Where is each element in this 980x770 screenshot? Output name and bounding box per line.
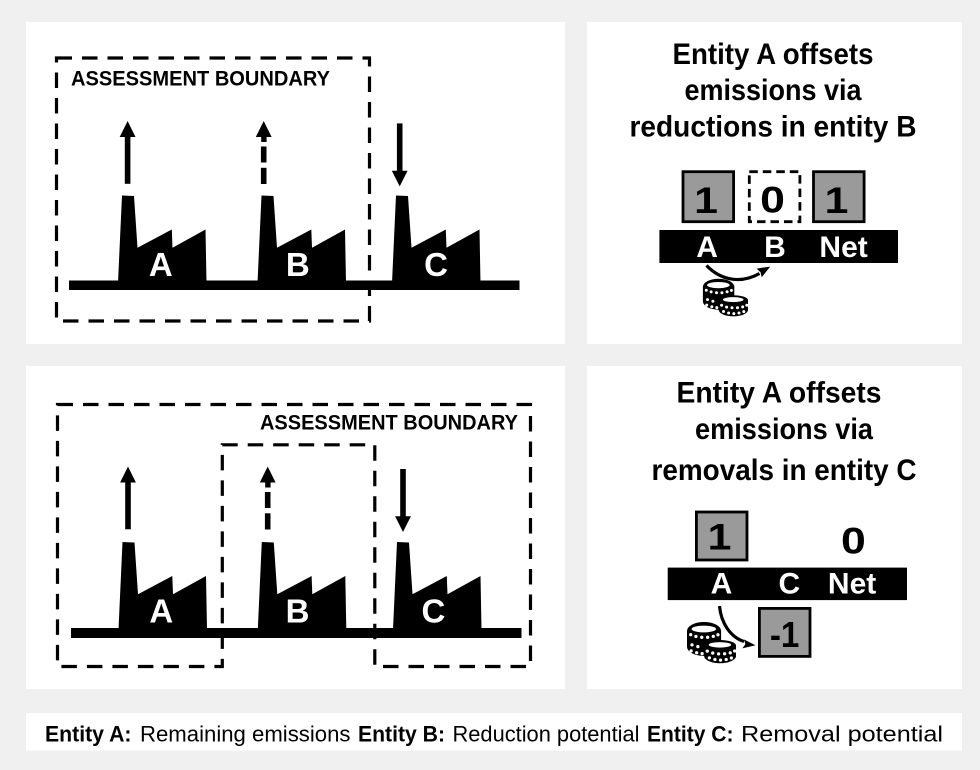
svg-text:emissions via: emissions via — [685, 74, 862, 107]
svg-text:B: B — [764, 231, 786, 264]
svg-text:C: C — [424, 246, 448, 283]
svg-text:Net: Net — [819, 231, 867, 264]
svg-text:0: 0 — [760, 179, 785, 221]
svg-text:A: A — [696, 231, 718, 264]
svg-text:Reduction potential: Reduction potential — [453, 721, 640, 746]
svg-text:C: C — [778, 568, 800, 601]
svg-text:1: 1 — [825, 179, 849, 221]
svg-text:Entity B:: Entity B: — [358, 721, 445, 746]
svg-text:1: 1 — [708, 516, 732, 558]
svg-text:-1: -1 — [770, 614, 800, 655]
svg-text:removals in entity C: removals in entity C — [652, 454, 917, 487]
svg-text:A: A — [149, 593, 173, 630]
svg-text:Removal potential: Removal potential — [741, 721, 943, 746]
svg-text:0: 0 — [841, 520, 866, 562]
svg-text:C: C — [421, 593, 445, 630]
svg-text:Entity A offsets: Entity A offsets — [677, 377, 882, 410]
svg-text:Remaining emissions: Remaining emissions — [140, 721, 351, 746]
svg-text:B: B — [286, 593, 310, 630]
svg-text:ASSESSMENT BOUNDARY: ASSESSMENT BOUNDARY — [71, 67, 330, 91]
svg-text:Entity A:: Entity A: — [45, 721, 132, 746]
svg-text:Entity C:: Entity C: — [647, 721, 734, 746]
svg-text:emissions via: emissions via — [695, 413, 873, 446]
svg-text:1: 1 — [694, 179, 718, 221]
svg-text:reductions in entity B: reductions in entity B — [630, 110, 917, 143]
svg-text:B: B — [286, 246, 310, 283]
svg-text:A: A — [711, 568, 733, 601]
svg-text:Net: Net — [828, 568, 876, 601]
svg-text:ASSESSMENT BOUNDARY: ASSESSMENT BOUNDARY — [260, 411, 518, 435]
svg-text:Entity A offsets: Entity A offsets — [673, 38, 874, 71]
svg-text:A: A — [149, 246, 173, 283]
